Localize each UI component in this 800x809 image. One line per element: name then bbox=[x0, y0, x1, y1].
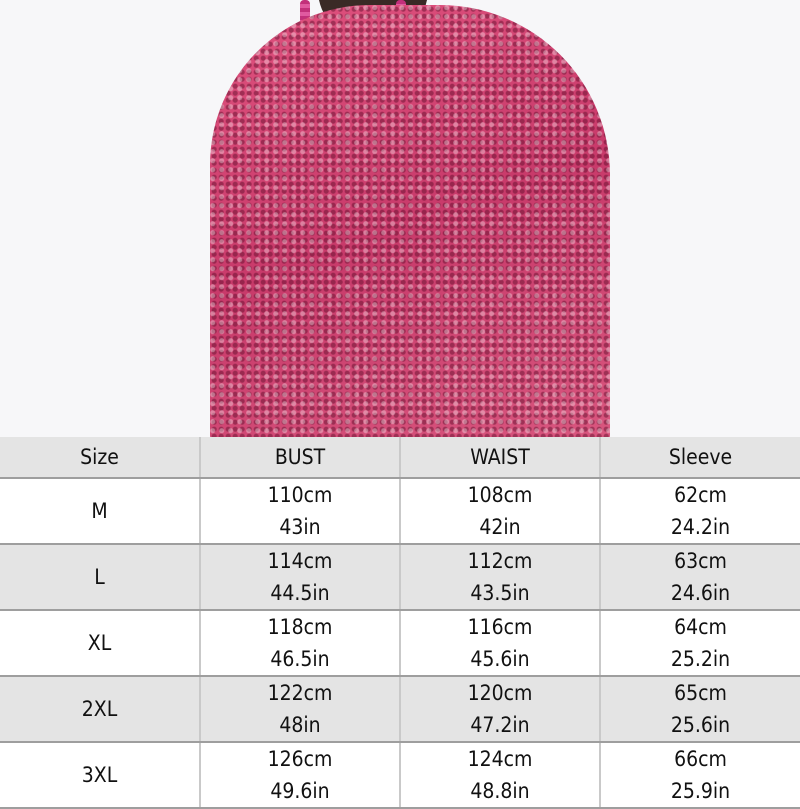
waist-in: 42in bbox=[479, 515, 521, 539]
size-cell: XL bbox=[0, 610, 201, 677]
waist-cell: 108cm 42in bbox=[400, 478, 601, 545]
bust-in: 43in bbox=[279, 515, 321, 539]
table-row: 2XL 122cm 48in 120cm 47.2in 65cm 25.6in bbox=[0, 676, 800, 743]
table-header-row: Size BUST WAIST Sleeve bbox=[0, 437, 800, 479]
sleeve-cm: 62cm bbox=[674, 483, 727, 507]
bust-cell: 110cm 43in bbox=[200, 478, 401, 545]
bust-cell: 118cm 46.5in bbox=[200, 610, 401, 677]
waist-cm: 124cm bbox=[467, 747, 533, 771]
waist-in: 45.6in bbox=[470, 647, 530, 671]
header-waist: WAIST bbox=[400, 437, 601, 479]
waist-cell: 124cm 48.8in bbox=[400, 742, 601, 809]
waist-cell: 112cm 43.5in bbox=[400, 544, 601, 611]
bust-cm: 114cm bbox=[267, 549, 333, 573]
sleeve-cm: 66cm bbox=[674, 747, 727, 771]
size-cell: M bbox=[0, 478, 201, 545]
bust-cm: 122cm bbox=[267, 681, 333, 705]
bust-in: 49.6in bbox=[270, 779, 330, 803]
sleeve-cm: 63cm bbox=[674, 549, 727, 573]
bust-in: 48in bbox=[279, 713, 321, 737]
earring-left bbox=[300, 0, 310, 34]
bust-in: 46.5in bbox=[270, 647, 330, 671]
bust-in: 44.5in bbox=[270, 581, 330, 605]
table-row: 3XL 126cm 49.6in 124cm 48.8in 66cm 25.9in bbox=[0, 742, 800, 809]
bust-cm: 118cm bbox=[267, 615, 333, 639]
bust-cm: 110cm bbox=[267, 483, 333, 507]
sleeve-cell: 62cm 24.2in bbox=[600, 478, 800, 545]
waist-cm: 120cm bbox=[467, 681, 533, 705]
sequin-top-garment bbox=[210, 5, 610, 437]
header-sleeve: Sleeve bbox=[600, 437, 800, 479]
sleeve-in: 24.2in bbox=[670, 515, 731, 539]
bust-cm: 126cm bbox=[267, 747, 333, 771]
table-row: XL 118cm 46.5in 116cm 45.6in 64cm 25.2in bbox=[0, 610, 800, 677]
bust-cell: 122cm 48in bbox=[200, 676, 401, 743]
size-cell: 3XL bbox=[0, 742, 201, 809]
sleeve-cell: 66cm 25.9in bbox=[600, 742, 800, 809]
size-cell: L bbox=[0, 544, 201, 611]
sleeve-cm: 64cm bbox=[674, 615, 727, 639]
waist-cm: 108cm bbox=[467, 483, 533, 507]
sleeve-cell: 63cm 24.6in bbox=[600, 544, 800, 611]
size-cell: 2XL bbox=[0, 676, 201, 743]
sleeve-cell: 64cm 25.2in bbox=[600, 610, 800, 677]
table-row: L 114cm 44.5in 112cm 43.5in 63cm 24.6in bbox=[0, 544, 800, 611]
bust-cell: 114cm 44.5in bbox=[200, 544, 401, 611]
bust-cell: 126cm 49.6in bbox=[200, 742, 401, 809]
sleeve-in: 25.6in bbox=[670, 713, 731, 737]
table-row: M 110cm 43in 108cm 42in 62cm 24.2in bbox=[0, 478, 800, 545]
sleeve-cm: 65cm bbox=[674, 681, 727, 705]
waist-cm: 116cm bbox=[467, 615, 533, 639]
sleeve-cell: 65cm 25.6in bbox=[600, 676, 800, 743]
header-size: Size bbox=[0, 437, 201, 479]
sleeve-in: 25.2in bbox=[670, 647, 731, 671]
header-bust: BUST bbox=[200, 437, 401, 479]
waist-in: 47.2in bbox=[470, 713, 530, 737]
sleeve-in: 24.6in bbox=[670, 581, 731, 605]
waist-in: 43.5in bbox=[470, 581, 530, 605]
size-chart-table: Size BUST WAIST Sleeve M 110cm 43in 108cm 42… bbox=[0, 437, 800, 809]
waist-cell: 120cm 47.2in bbox=[400, 676, 601, 743]
product-photo bbox=[210, 0, 610, 437]
waist-in: 48.8in bbox=[470, 779, 530, 803]
sleeve-in: 25.9in bbox=[670, 779, 731, 803]
waist-cm: 112cm bbox=[467, 549, 533, 573]
waist-cell: 116cm 45.6in bbox=[400, 610, 601, 677]
